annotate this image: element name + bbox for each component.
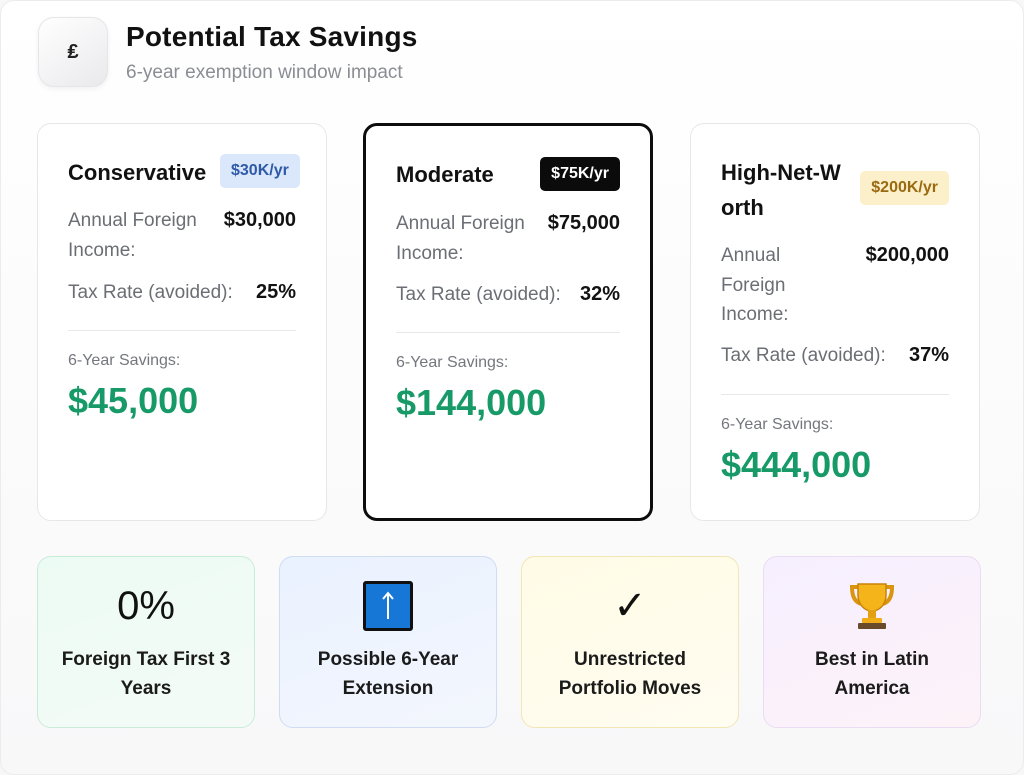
rate-label: Tax Rate (avoided): [68, 282, 233, 303]
feature-text: Unrestricted Portfolio Moves [558, 649, 702, 699]
savings-label: 6-Year Savings: [396, 354, 509, 371]
rate-value: 37% [908, 344, 949, 366]
savings-value: $144,000 [396, 382, 547, 423]
feature-tile-extension: Possible 6-Year Extension [279, 556, 497, 728]
income-value: $75,000 [547, 212, 620, 234]
currency-icon: ₤ [38, 17, 108, 87]
rate-value: 25% [255, 281, 296, 303]
scenario-card-conservative[interactable]: Conservative $30K/yr Annual Foreign Inco… [37, 123, 327, 521]
rate-value: 32% [579, 283, 620, 305]
income-value: $200,000 [865, 244, 949, 266]
income-label: Annual Foreign Income: [721, 245, 789, 325]
income-label: Annual Foreign Income: [396, 213, 525, 264]
feature-tile-zero-tax: 0% Foreign Tax First 3 Years [37, 556, 255, 728]
checkmark-icon-text: ✓ [613, 584, 647, 628]
feature-tile-latin-america: Best in Latin America [763, 556, 981, 728]
savings-label: 6-Year Savings: [721, 416, 834, 433]
card-title: Moderate [396, 162, 494, 187]
checkmark-icon: ✓ [522, 581, 738, 631]
percent-icon: 0% [38, 581, 254, 631]
income-badge: $75K/yr [540, 157, 620, 191]
income-badge: $200K/yr [860, 171, 949, 205]
income-badge: $30K/yr [220, 154, 300, 188]
page-subtitle: 6-year exemption window impact [126, 62, 403, 83]
rate-label: Tax Rate (avoided): [721, 345, 886, 366]
scenario-card-high-net-worth[interactable]: High-Net-Worth $200K/yr Annual Foreign I… [690, 123, 980, 521]
rate-label: Tax Rate (avoided): [396, 284, 561, 305]
percent-icon-text: 0% [117, 584, 175, 628]
divider [396, 332, 620, 333]
card-title: High-Net-Worth [721, 160, 841, 220]
savings-label: 6-Year Savings: [68, 352, 181, 369]
trophy-icon [764, 581, 980, 631]
income-label: Annual Foreign Income: [68, 210, 197, 261]
savings-value: $45,000 [68, 380, 199, 421]
divider [721, 394, 949, 395]
income-value: $30,000 [223, 209, 296, 231]
scenario-card-moderate[interactable]: Moderate $75K/yr Annual Foreign Income: … [363, 123, 653, 521]
feature-tile-portfolio: ✓ Unrestricted Portfolio Moves [521, 556, 739, 728]
currency-glyph: ₤ [67, 40, 79, 63]
savings-value: $444,000 [721, 444, 872, 485]
feature-text: Best in Latin America [814, 649, 929, 699]
feature-text: Foreign Tax First 3 Years [61, 649, 231, 699]
page-title: Potential Tax Savings [126, 21, 418, 52]
card-title: Conservative [68, 160, 207, 185]
divider [68, 330, 296, 331]
feature-text: Possible 6-Year Extension [317, 649, 459, 699]
up-arrow-icon [280, 581, 496, 631]
